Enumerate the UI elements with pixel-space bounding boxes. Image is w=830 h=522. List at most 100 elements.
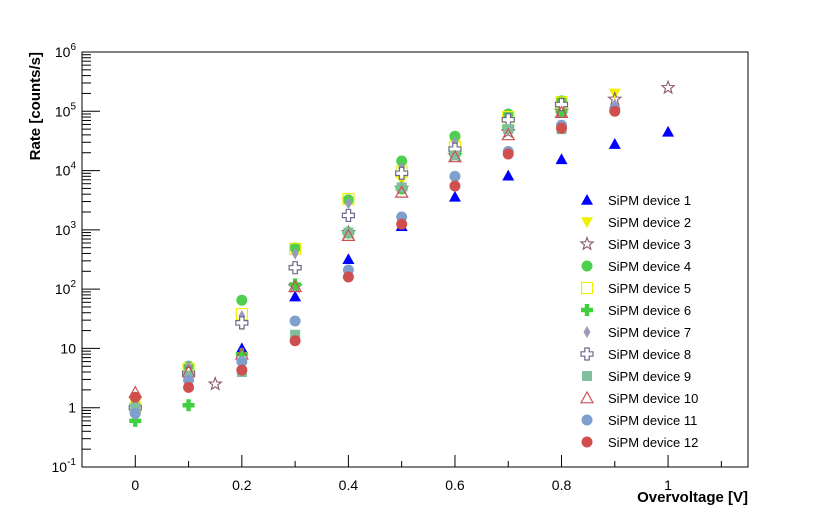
data-point <box>660 79 676 95</box>
data-point <box>554 105 569 119</box>
legend-entry: SiPM device 5 <box>580 281 691 296</box>
legend-entry: SiPM device 3 <box>579 235 691 252</box>
legend-entry: SiPM device 2 <box>581 215 691 230</box>
x-tick-label: 1 <box>664 477 672 493</box>
data-point <box>502 148 514 160</box>
data-point <box>291 247 299 260</box>
data-point <box>342 253 355 264</box>
legend-label: SiPM device 9 <box>608 369 691 384</box>
legend-entry: SiPM device 11 <box>581 413 697 428</box>
data-point <box>342 271 354 283</box>
data-point <box>289 290 302 302</box>
y-tick-label: 104 <box>55 161 77 179</box>
y-tick-label: 1 <box>68 400 76 416</box>
data-point <box>394 185 409 198</box>
plot-frame <box>81 51 749 468</box>
data-point <box>183 381 195 393</box>
y-tick-label: 106 <box>55 42 77 60</box>
series-10 <box>128 105 569 398</box>
data-point <box>343 227 354 238</box>
data-point <box>207 376 223 391</box>
data-point <box>235 348 248 361</box>
data-point <box>129 407 141 419</box>
legend-marker <box>581 436 593 448</box>
data-point <box>447 149 462 163</box>
y-axis-title: Rate [counts/s] <box>27 52 44 160</box>
legend-entry: SiPM device 12 <box>581 435 698 450</box>
data-point <box>396 218 408 230</box>
legend-entry: SiPM device 10 <box>579 390 698 406</box>
data-point <box>448 190 461 202</box>
data-point <box>555 153 568 165</box>
legend-label: SiPM device 10 <box>608 391 698 406</box>
y-tick-label: 10-1 <box>52 457 77 475</box>
legend-marker <box>580 347 594 361</box>
legend: SiPM device 1 SiPM device 2 SiPM device 3 S… <box>579 193 698 450</box>
legend-label: SiPM device 8 <box>608 347 691 362</box>
x-tick-label: 0.6 <box>445 477 465 493</box>
legend-entry: SiPM device 9 <box>582 369 691 384</box>
series-12 <box>129 105 621 403</box>
legend-label: SiPM device 7 <box>608 325 691 340</box>
data-point <box>236 294 248 306</box>
data-point <box>396 155 408 167</box>
legend-label: SiPM device 5 <box>608 281 691 296</box>
legend-marker <box>579 235 595 251</box>
data-point <box>236 364 248 376</box>
legend-entry: SiPM device 8 <box>580 347 691 362</box>
data-point <box>449 180 461 192</box>
legend-marker <box>583 326 591 338</box>
x-tick-label: 0.4 <box>339 477 359 493</box>
legend-label: SiPM device 2 <box>608 215 691 230</box>
data-point <box>608 138 621 149</box>
legend-entry: SiPM device 1 <box>581 193 691 208</box>
data-point <box>449 130 461 142</box>
data-point <box>129 414 142 427</box>
data-point <box>662 125 675 137</box>
legend-marker <box>582 371 592 381</box>
x-axis-title: Overvoltage [V] <box>637 489 748 506</box>
data-point <box>501 127 516 141</box>
y-tick-label: 105 <box>55 101 77 119</box>
x-tick-label: 0.2 <box>232 477 252 493</box>
data-point <box>556 122 568 134</box>
data-point <box>290 329 301 340</box>
plot-area: 0 0.2 0.4 0.6 0.8 1 10-1 1 10 102 103 104 105 106 <box>52 42 749 493</box>
legend-label: SiPM device 6 <box>608 303 691 318</box>
x-tick-label: 0.8 <box>552 477 572 493</box>
legend-label: SiPM device 12 <box>608 435 698 450</box>
data-point <box>341 228 356 242</box>
data-point <box>609 105 621 117</box>
y-tick-label: 102 <box>55 279 77 297</box>
data-point <box>289 315 301 327</box>
legend-entry: SiPM device 6 <box>581 303 691 318</box>
data-point <box>236 356 248 368</box>
legend-marker <box>581 217 593 228</box>
legend-marker <box>579 390 595 404</box>
legend-label: SiPM device 3 <box>608 237 691 252</box>
legend-marker <box>581 194 593 205</box>
legend-entry: SiPM device 4 <box>581 259 691 274</box>
data-point <box>449 150 460 161</box>
data-point <box>449 170 461 182</box>
data-point <box>341 208 355 223</box>
data-point <box>288 261 302 275</box>
data-point <box>344 197 352 210</box>
legend-marker <box>580 281 594 295</box>
data-point <box>130 402 141 413</box>
legend-marker <box>581 304 593 316</box>
data-point <box>129 391 141 403</box>
legend-marker <box>581 260 593 272</box>
legend-entry: SiPM device 7 <box>583 325 691 340</box>
data-point <box>182 399 195 412</box>
data-point <box>288 279 303 293</box>
legend-label: SiPM device 4 <box>608 259 691 274</box>
y-tick-label: 103 <box>55 220 77 238</box>
data-point <box>289 278 302 291</box>
data-point <box>502 169 515 181</box>
y-tick-label: 10 <box>60 340 76 356</box>
data-point <box>289 335 301 347</box>
legend-label: SiPM device 11 <box>608 413 697 428</box>
